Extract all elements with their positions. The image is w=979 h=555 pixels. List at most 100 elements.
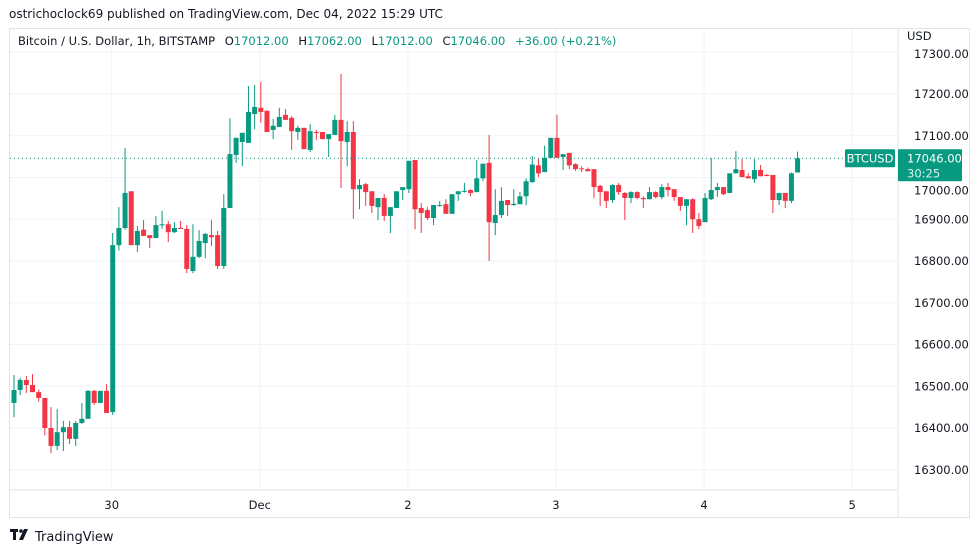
candle-body [276,116,282,127]
candle-up [221,194,227,269]
candle-up [73,420,79,446]
candle-up [492,189,498,236]
candle-body [609,185,615,201]
candle-body [73,422,79,439]
candle-down [30,374,36,393]
candle-down [48,407,54,454]
candle-up [196,230,202,259]
candle-down [381,194,387,221]
candle-body [134,230,140,246]
candle-body [751,169,757,180]
candle-body [622,192,628,198]
candle-body [739,169,745,178]
candle-body [387,207,393,216]
candle-up [511,189,517,206]
candle-body [227,154,233,208]
candle-body [758,169,764,177]
candle-up [406,160,412,193]
candle-body [357,185,363,190]
tradingview-logo-icon [10,529,30,545]
candle-body [770,174,776,201]
low-number: 17012.00 [377,34,433,48]
candle-body [11,390,17,403]
candle-body [190,256,196,272]
candle-down [91,390,97,406]
candle-body [153,225,159,239]
candle-body [461,190,467,192]
y-tick-label: 17300.00 [914,47,969,61]
candle-body [424,210,430,218]
candle-up [307,124,313,153]
candle-body [17,379,23,391]
candle-down [289,116,295,150]
brand-name: TradingView [35,529,114,545]
candle-up [628,191,634,203]
candle-down [412,159,418,230]
y-tick-label: 16400.00 [914,421,969,435]
candle-down [758,164,764,177]
candle-body [23,379,29,385]
candle-body [437,205,443,207]
change-value: +36.00 (+0.21%) [515,34,617,48]
candle-up [776,192,782,206]
candle-down [104,384,110,413]
candle-up [708,157,714,201]
candle-up [702,192,708,223]
published-caption: ostrichoclock69 published on TradingView… [9,7,443,21]
symbol-tag [845,149,895,168]
open-label: O [224,34,234,48]
candle-body [721,187,727,195]
candle-body [492,215,498,224]
candle-up [326,134,332,158]
candle-body [363,184,369,193]
candle-down [665,182,671,197]
candle-body [628,192,634,198]
y-tick-label: 16800.00 [914,254,969,268]
candle-body [30,384,36,393]
candle-up [498,187,504,218]
candle-body [597,185,603,193]
candle-up [529,156,535,183]
candle-down [282,109,288,120]
candle-body [258,107,264,112]
candle-body [468,190,474,193]
candle-body [523,181,529,197]
candle-up [116,207,122,251]
candle-body [332,119,338,135]
candle-body [394,191,400,208]
candle-down [566,152,572,170]
candle-up [11,374,17,418]
y-tick-label: 17100.00 [914,129,969,143]
candle-down [597,185,603,206]
candle-countdown: 30:25 [907,166,940,180]
candle-body [42,397,48,428]
candle-body [714,187,720,191]
candle-body [764,174,770,176]
candle-down [208,220,214,246]
y-tick-label: 16900.00 [914,212,969,226]
candle-body [795,158,801,173]
candle-down [320,131,325,140]
candle-body [745,176,751,179]
candle-body [480,163,486,179]
candle-body [97,390,103,403]
candle-up [171,222,177,234]
candle-body [307,131,313,150]
footer-brand[interactable]: TradingView [10,529,114,545]
candle-body [245,111,251,143]
candle-body [406,160,412,190]
candle-up [474,159,480,193]
close-number: 17046.00 [450,34,506,48]
candle-body [350,131,356,190]
candle-body [233,137,239,155]
chart-legend: Bitcoin / U.S. Dollar, 1h, BITSTAMP O170… [18,34,622,48]
candle-body [301,127,307,150]
candle-up [202,233,208,259]
candle-body [400,187,406,191]
candle-up [357,179,363,210]
candle-body [36,392,42,398]
candle-body [326,134,332,140]
candle-body [548,137,554,158]
candle-down [443,199,449,214]
